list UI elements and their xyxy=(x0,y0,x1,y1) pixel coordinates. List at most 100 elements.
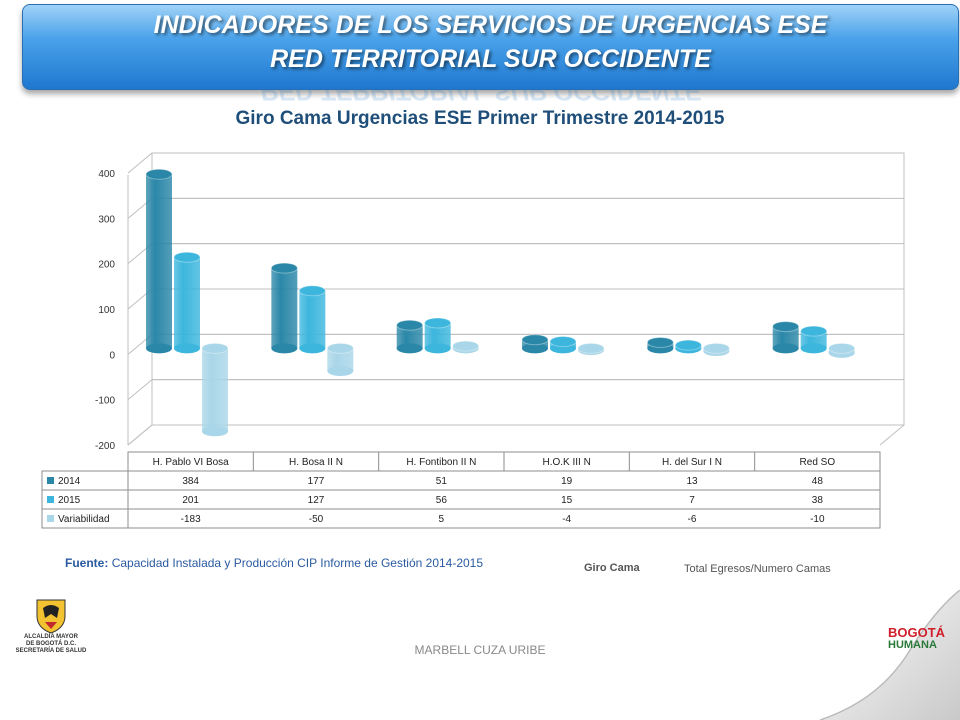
bar-2015-3 xyxy=(549,336,577,354)
x-category-label: Red SO xyxy=(800,457,836,468)
bar-2014-1 xyxy=(270,262,298,354)
y-tick-label: -200 xyxy=(95,441,115,452)
bar-bottom-cap xyxy=(522,343,548,354)
footer-author: MARBELL CUZA URIBE xyxy=(414,643,546,657)
bar-top-cap xyxy=(702,342,730,354)
data-table-cell: 15 xyxy=(561,495,573,506)
source-label: Fuente: xyxy=(65,556,109,570)
x-category-label: H. Fontibon II N xyxy=(406,457,476,468)
data-table-cell: 7 xyxy=(689,495,695,506)
bar-bottom-cap xyxy=(424,343,451,354)
legend-swatch xyxy=(47,515,54,522)
bogota-humana-logo: BOGOTÁ HUMANA xyxy=(888,626,945,652)
bar-bottom-cap xyxy=(772,343,799,354)
data-table-cell: 13 xyxy=(686,476,698,487)
alcaldia-line3: SECRETARÍA DE SALUD xyxy=(15,648,87,654)
y-tick-label: 200 xyxy=(98,260,115,271)
coat-of-arms-icon xyxy=(36,599,66,634)
bar-chart: -200 -100 0 100 200 300 400 H. Pablo VI Bosa H. … xyxy=(41,152,905,529)
data-table-cell: 384 xyxy=(182,476,199,487)
table-row xyxy=(41,470,881,491)
bar-bottom-cap xyxy=(174,343,200,354)
bar-bottom-cap xyxy=(202,426,228,437)
bar-top-cap xyxy=(521,334,549,346)
bar-bottom-cap xyxy=(299,343,326,354)
bar-bottom-cap xyxy=(146,343,172,354)
data-table-cell: -50 xyxy=(309,514,324,525)
bar-top-cap xyxy=(298,285,326,297)
bar-top-cap xyxy=(800,325,828,337)
bar-body xyxy=(202,348,228,432)
bar-top-cap xyxy=(326,342,354,354)
y-tick-label: 400 xyxy=(98,169,115,180)
x-category-label: H. del Sur I N xyxy=(662,457,722,468)
gridline xyxy=(127,424,904,446)
bar-2015-0 xyxy=(173,251,201,354)
y-tick-label: 300 xyxy=(98,214,115,225)
header-title-line1: INDICADORES DE LOS SERVICIOS DE URGENCIA… xyxy=(153,11,828,39)
bar-Variabilidad-3 xyxy=(577,342,605,356)
data-table-cell: -10 xyxy=(810,514,825,525)
alcaldia-line1: ALCALDÍA MAYOR xyxy=(24,634,78,640)
legend-swatch xyxy=(47,496,54,503)
data-table-cell: 127 xyxy=(308,495,325,506)
bogota-logo-line2: HUMANA xyxy=(888,639,937,651)
page-curl-decoration xyxy=(820,590,960,720)
bar-2014-5 xyxy=(772,321,800,354)
bar-top-cap xyxy=(674,339,702,351)
x-category-label: H. Bosa II N xyxy=(289,457,343,468)
data-table-cell: 51 xyxy=(436,476,448,487)
bar-bottom-cap xyxy=(800,343,827,354)
table-row xyxy=(41,489,881,510)
bar-top-cap xyxy=(772,321,800,333)
bar-top-cap xyxy=(173,251,201,263)
bar-Variabilidad-0 xyxy=(201,342,229,437)
bar-body xyxy=(174,257,200,349)
x-category-label: H. Pablo VI Bosa xyxy=(153,457,230,468)
bar-body xyxy=(327,348,354,371)
source-note: Fuente: Capacidad Instalada y Producción… xyxy=(65,556,483,570)
chart-title: Giro Cama Urgencias ESE Primer Trimestre… xyxy=(235,108,725,129)
chart-floor-right xyxy=(879,424,905,446)
alcaldia-logo-text: ALCALDÍA MAYOR DE BOGOTÁ D.C. SECRETARÍA… xyxy=(12,634,90,655)
bogota-logo-line1: BOGOTÁ xyxy=(888,625,946,640)
data-table-cell: 48 xyxy=(812,476,824,487)
y-tick-label: -100 xyxy=(95,396,115,407)
data-table-cell: 38 xyxy=(812,495,824,506)
bar-top-cap xyxy=(828,342,856,354)
bar-top-cap xyxy=(201,342,229,354)
bar-top-cap xyxy=(452,340,480,352)
bar-2015-2 xyxy=(424,317,452,354)
bar-top-cap xyxy=(549,336,577,348)
data-table-cell: -183 xyxy=(181,514,201,525)
legend-label: Variabilidad xyxy=(58,514,110,525)
bar-body xyxy=(299,290,326,349)
y-tick-label: 0 xyxy=(109,350,115,361)
header-banner: INDICADORES DE LOS SERVICIOS DE URGENCIA… xyxy=(22,4,959,90)
bar-top-cap xyxy=(396,319,424,331)
bar-top-cap xyxy=(577,342,605,354)
legend-label: 2014 xyxy=(58,476,81,487)
bar-2015-4 xyxy=(674,339,702,354)
x-category-label: H.O.K III N xyxy=(542,457,590,468)
header-title-line2: RED TERRITORIAL SUR OCCIDENTE xyxy=(270,45,711,73)
bar-top-cap xyxy=(646,336,674,348)
bar-2014-2 xyxy=(396,319,424,354)
bar-bottom-cap xyxy=(271,343,298,354)
bar-bottom-cap xyxy=(396,343,423,354)
bar-Variabilidad-5 xyxy=(828,342,856,358)
bar-body xyxy=(396,325,423,349)
data-table-cell: 19 xyxy=(561,476,573,487)
bar-2014-4 xyxy=(646,336,674,354)
data-table-cell: 177 xyxy=(308,476,325,487)
alcaldia-line2: DE BOGOTÁ D.C. xyxy=(25,641,76,647)
bar-Variabilidad-4 xyxy=(702,342,730,357)
bar-2014-3 xyxy=(521,334,549,354)
alcaldia-logo: ALCALDÍA MAYOR DE BOGOTÁ D.C. SECRETARÍA… xyxy=(12,596,90,658)
bar-top-cap xyxy=(270,262,298,274)
bar-top-cap xyxy=(145,168,173,180)
data-table-cell: 5 xyxy=(439,514,445,525)
data-table-cell: 56 xyxy=(436,495,448,506)
data-table-cell: 201 xyxy=(182,495,199,506)
source-text: Capacidad Instalada y Producción CIP Inf… xyxy=(111,556,484,570)
